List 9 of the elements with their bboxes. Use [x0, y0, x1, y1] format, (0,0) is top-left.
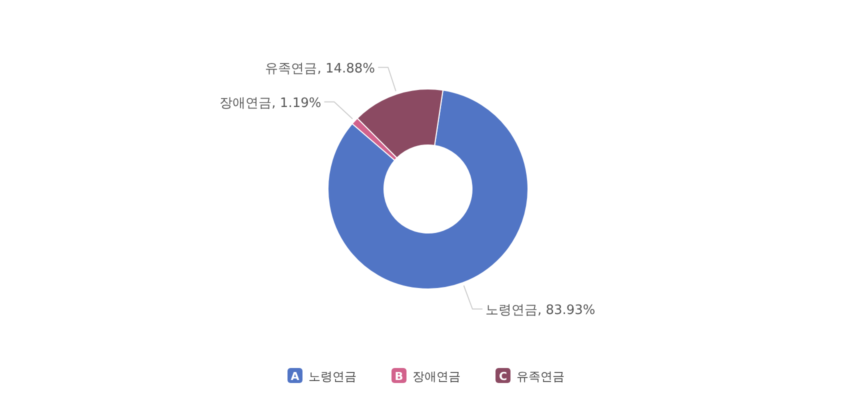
data-label: 노령연금, 83.93%: [485, 303, 596, 318]
legend-label: 노령연금: [308, 370, 356, 384]
text: A: [290, 370, 300, 383]
data-label: 장애연금, 1.19%: [220, 96, 322, 111]
legend-label: 유족연금: [516, 370, 564, 384]
data-label: 유족연금, 14.88%: [265, 61, 376, 76]
text: B: [394, 370, 404, 383]
legend-label: 장애연금: [412, 370, 460, 384]
text: C: [498, 370, 508, 383]
